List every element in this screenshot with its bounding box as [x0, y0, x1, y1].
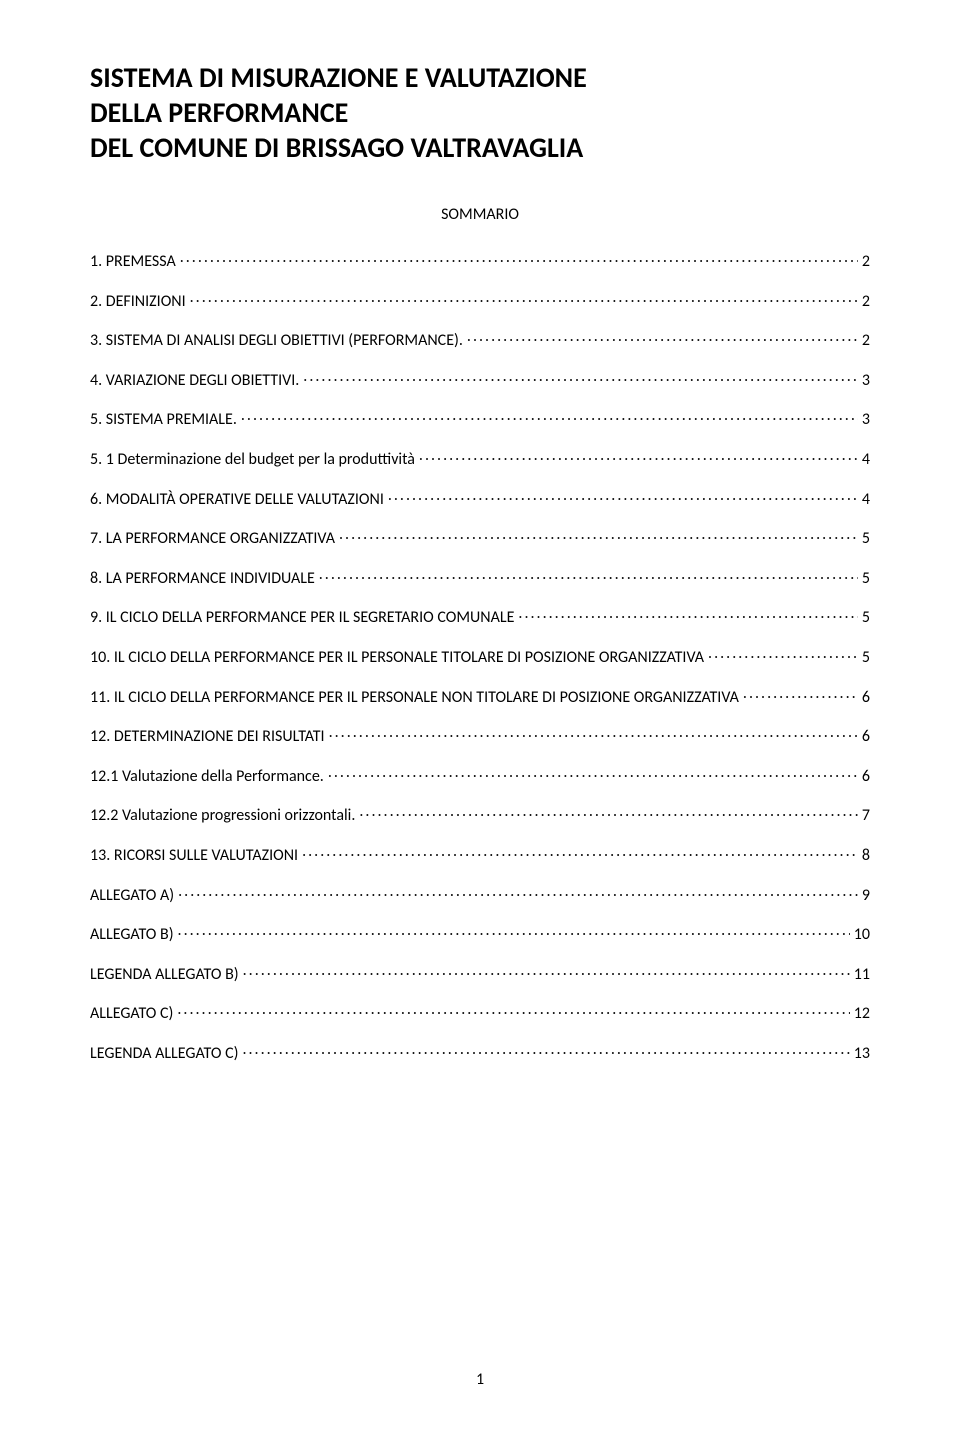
toc-row: 7. LA PERFORMANCE ORGANIZZATIVA 5	[90, 526, 870, 552]
toc-page: 9	[862, 883, 870, 909]
toc-label: 2. DEFINIZIONI	[90, 289, 186, 315]
toc-row: 2. DEFINIZIONI 2	[90, 289, 870, 315]
toc-row: 5. SISTEMA PREMIALE. 3	[90, 407, 870, 433]
toc-label: 5. SISTEMA PREMIALE.	[90, 407, 237, 433]
toc-label: 11. IL CICLO DELLA PERFORMANCE PER IL PE…	[90, 685, 739, 711]
toc-label: 12.1 Valutazione della Performance.	[90, 764, 324, 790]
toc-row: 12. DETERMINAZIONE DEI RISULTATI 6	[90, 724, 870, 750]
title-line-2: DELLA PERFORMANCE	[90, 95, 870, 130]
document-page: SISTEMA DI MISURAZIONE E VALUTAZIONE DEL…	[0, 0, 960, 1434]
toc-leader	[178, 923, 850, 939]
toc-row: 11. IL CICLO DELLA PERFORMANCE PER IL PE…	[90, 685, 870, 711]
toc-row: 13. RICORSI SULLE VALUTAZIONI 8	[90, 843, 870, 869]
title-block: SISTEMA DI MISURAZIONE E VALUTAZIONE DEL…	[90, 60, 870, 165]
toc-leader	[241, 408, 858, 424]
toc-page: 2	[862, 289, 870, 315]
toc-leader	[303, 369, 858, 385]
toc-leader	[302, 844, 858, 860]
toc-label: 12.2 Valutazione progressioni orizzontal…	[90, 803, 355, 829]
toc-row: 12.2 Valutazione progressioni orizzontal…	[90, 803, 870, 829]
toc-leader	[177, 1002, 849, 1018]
toc-page: 7	[862, 803, 870, 829]
toc-label: 4. VARIAZIONE DEGLI OBIETTIVI.	[90, 368, 299, 394]
toc-label: 6. MODALITÀ OPERATIVE DELLE VALUTAZIONI	[90, 487, 384, 513]
toc-leader	[328, 765, 858, 781]
toc-leader	[518, 606, 857, 622]
toc-label: 13. RICORSI SULLE VALUTAZIONI	[90, 843, 298, 869]
toc-leader	[708, 646, 858, 662]
toc-page: 2	[862, 328, 870, 354]
toc-row: ALLEGATO C) 12	[90, 1001, 870, 1027]
toc-label: LEGENDA ALLEGATO B)	[90, 962, 239, 988]
toc-label: ALLEGATO B)	[90, 922, 174, 948]
toc-page: 5	[862, 605, 870, 631]
toc-label: 8. LA PERFORMANCE INDIVIDUALE	[90, 566, 315, 592]
toc-row: LEGENDA ALLEGATO B) 11	[90, 962, 870, 988]
toc-label: ALLEGATO A)	[90, 883, 174, 909]
toc-leader	[339, 527, 858, 543]
toc-label: 3. SISTEMA DI ANALISI DEGLI OBIETTIVI (P…	[90, 328, 463, 354]
toc-row: 3. SISTEMA DI ANALISI DEGLI OBIETTIVI (P…	[90, 328, 870, 354]
toc-page: 11	[854, 962, 870, 988]
toc-label: 12. DETERMINAZIONE DEI RISULTATI	[90, 724, 325, 750]
toc-row: 6. MODALITÀ OPERATIVE DELLE VALUTAZIONI …	[90, 487, 870, 513]
toc-page: 5	[862, 566, 870, 592]
toc-leader	[178, 884, 858, 900]
toc-leader	[359, 804, 858, 820]
title-line-3: DEL COMUNE DI BRISSAGO VALTRAVAGLIA	[90, 130, 870, 165]
toc-leader	[467, 329, 858, 345]
toc-label: 7. LA PERFORMANCE ORGANIZZATIVA	[90, 526, 335, 552]
toc-leader	[419, 448, 858, 464]
toc-row: 1. PREMESSA 2	[90, 249, 870, 275]
toc-page: 2	[862, 249, 870, 275]
toc-leader	[319, 567, 858, 583]
toc-label: 10. IL CICLO DELLA PERFORMANCE PER IL PE…	[90, 645, 704, 671]
toc-label: 9. IL CICLO DELLA PERFORMANCE PER IL SEG…	[90, 605, 514, 631]
table-of-contents: 1. PREMESSA 22. DEFINIZIONI 23. SISTEMA …	[90, 249, 870, 1066]
toc-leader	[180, 250, 858, 266]
toc-label: ALLEGATO C)	[90, 1001, 173, 1027]
toc-page: 6	[862, 685, 870, 711]
toc-label: 1. PREMESSA	[90, 249, 176, 275]
toc-leader	[388, 488, 858, 504]
toc-page: 12	[854, 1001, 870, 1027]
toc-leader	[243, 963, 850, 979]
toc-label: 5. 1 Determinazione del budget per la pr…	[90, 447, 415, 473]
toc-page: 10	[854, 922, 870, 948]
toc-page: 3	[862, 368, 870, 394]
toc-row: 10. IL CICLO DELLA PERFORMANCE PER IL PE…	[90, 645, 870, 671]
toc-page: 8	[862, 843, 870, 869]
toc-row: 8. LA PERFORMANCE INDIVIDUALE 5	[90, 566, 870, 592]
toc-page: 5	[862, 645, 870, 671]
toc-leader	[743, 686, 858, 702]
toc-page: 5	[862, 526, 870, 552]
title-line-1: SISTEMA DI MISURAZIONE E VALUTAZIONE	[90, 60, 870, 95]
toc-row: 12.1 Valutazione della Performance. 6	[90, 764, 870, 790]
toc-row: 4. VARIAZIONE DEGLI OBIETTIVI. 3	[90, 368, 870, 394]
sommario-heading: SOMMARIO	[90, 205, 870, 224]
toc-page: 6	[862, 724, 870, 750]
toc-row: 5. 1 Determinazione del budget per la pr…	[90, 447, 870, 473]
toc-page: 4	[862, 447, 870, 473]
toc-page: 4	[862, 487, 870, 513]
toc-page: 6	[862, 764, 870, 790]
toc-row: ALLEGATO A) 9	[90, 883, 870, 909]
toc-leader	[329, 725, 858, 741]
toc-label: LEGENDA ALLEGATO C)	[90, 1041, 238, 1067]
toc-page: 13	[854, 1041, 870, 1067]
toc-leader	[190, 290, 858, 306]
toc-row: ALLEGATO B) 10	[90, 922, 870, 948]
toc-row: LEGENDA ALLEGATO C) 13	[90, 1041, 870, 1067]
page-number: 1	[0, 1370, 960, 1389]
toc-leader	[242, 1042, 849, 1058]
toc-page: 3	[862, 407, 870, 433]
toc-row: 9. IL CICLO DELLA PERFORMANCE PER IL SEG…	[90, 605, 870, 631]
